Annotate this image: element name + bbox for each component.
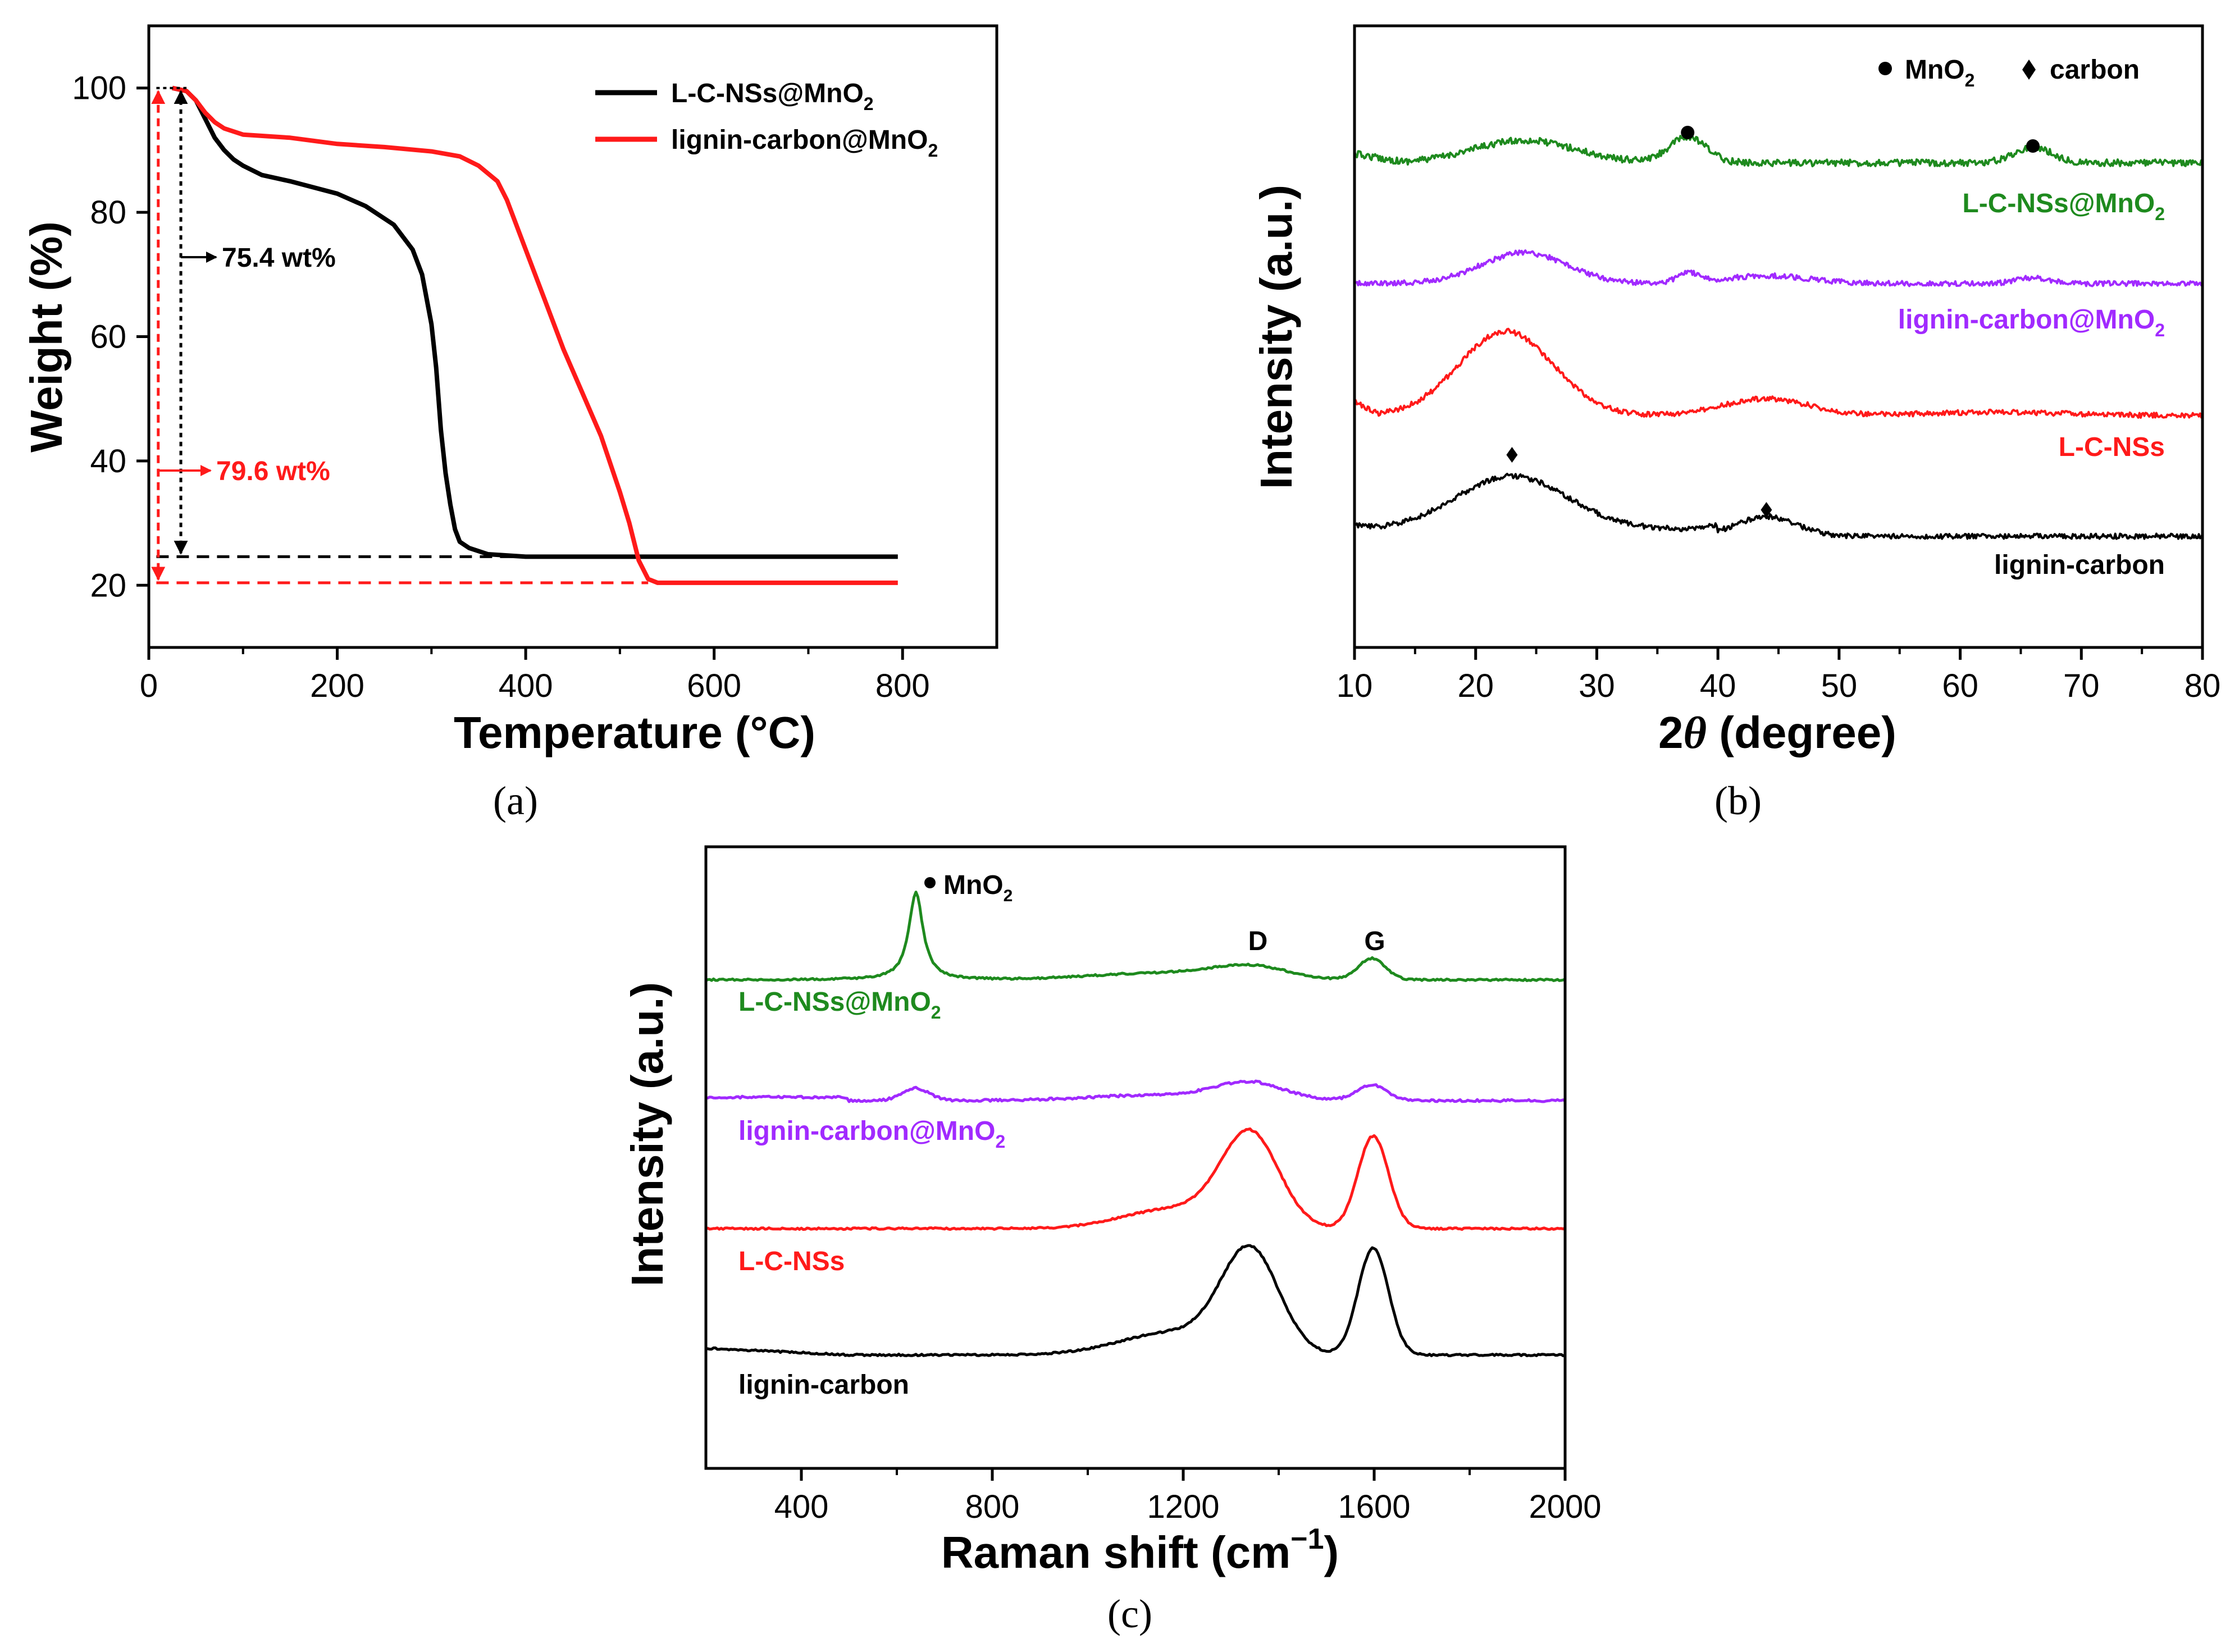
panel-a-annotation-79: 79.6 wt% <box>216 457 330 486</box>
panel-c-xtick-label: 2000 <box>1529 1489 1601 1525</box>
panel-a-xtick-label: 200 <box>310 668 364 704</box>
panel-b-mno2-marker <box>1681 126 1695 139</box>
panel-a-xlabel: Temperature (°C) <box>454 708 815 757</box>
panel-a-ticks: 0 200 400 600 800 20 40 60 80 100 <box>72 70 929 704</box>
panel-c-ticks: 400 800 1200 1600 2000 <box>774 1468 1602 1525</box>
panel-a-xtick-label: 600 <box>687 668 741 704</box>
panel-b-peak-markers <box>1506 126 2040 518</box>
panel-b-xtick-label: 80 <box>2185 668 2221 704</box>
panel-a-legend-label-2: lignin-carbon@MnO2 <box>671 125 938 161</box>
panel-c-series-lcns <box>705 1127 1566 1231</box>
panel-a-xtick-label: 800 <box>875 668 930 704</box>
panel-b-mno2-marker <box>2026 139 2040 153</box>
panel-a-plot-lines <box>172 85 898 585</box>
panel-c-ylabel: Intensity (a.u.) <box>622 982 672 1286</box>
panel-b-ylabel: Intensity (a.u.) <box>1251 185 1301 489</box>
panel-a-ytick-label: 20 <box>90 567 126 604</box>
panel-c-series-lignin-mno2 <box>705 1079 1566 1103</box>
panel-b-ticks: 10 20 30 40 50 60 70 80 <box>1337 647 2221 704</box>
panel-b-legend-mno2-marker <box>1878 62 1892 75</box>
panel-c-series-lcns-mno2 <box>705 891 1566 982</box>
panel-b-label-lcns-mno2: L-C-NSs@MnO2 <box>1962 189 2165 224</box>
panel-a-ytick-label: 100 <box>72 70 126 107</box>
panel-c-plot-lines <box>705 891 1566 1357</box>
panel-b-series-lcns-mno2 <box>1353 135 2204 167</box>
panel-a-series-lignin-mno2 <box>172 85 898 585</box>
panel-b-xtick-label: 50 <box>1821 668 1858 704</box>
panel-c-xtick-label: 400 <box>774 1489 829 1525</box>
panel-c-g-peak-label: G <box>1364 927 1385 956</box>
panel-b-label-lignin-mno2: lignin-carbon@MnO2 <box>1898 305 2165 340</box>
panel-c-raman-chart: 400 800 1200 1600 2000 Raman shift (cm−1) In… <box>622 845 1602 1636</box>
panel-b-xtick-label: 60 <box>1942 668 1978 704</box>
panel-a-ytick-label: 80 <box>90 194 126 231</box>
panel-c-xtick-label: 1600 <box>1338 1489 1410 1525</box>
panel-a-annotations <box>151 86 649 585</box>
panel-b-xtick-label: 10 <box>1337 668 1373 704</box>
panel-a-ytick-label: 40 <box>90 443 126 480</box>
panel-c-mno2-peak-label: MnO2 <box>943 870 1013 905</box>
panel-c-label-lcns: L-C-NSs <box>738 1247 845 1276</box>
panel-b-legend-carbon-marker <box>2022 60 2036 80</box>
panel-b-plot-lines <box>1353 135 2204 540</box>
panel-b-series-lignin-mno2 <box>1353 249 2204 287</box>
panel-c-xtick-label: 1200 <box>1147 1489 1219 1525</box>
panel-b-series-lignin <box>1354 473 2204 540</box>
panel-b-label-lcns: L-C-NSs <box>2059 432 2165 462</box>
panel-b-xrd-chart: 10 20 30 40 50 60 70 80 2θ (degree) Intensity (… <box>1251 24 2221 823</box>
panel-c-series-lignin <box>705 1244 1566 1357</box>
panel-b-label-lignin: lignin-carbon <box>1994 550 2165 580</box>
panel-c-xtick-label: 800 <box>965 1489 1020 1525</box>
panel-a-caption: (a) <box>493 778 538 823</box>
panel-b-xlabel: 2θ (degree) <box>1658 708 1896 758</box>
panel-c-xlabel: Raman shift (cm−1) <box>941 1523 1339 1577</box>
panel-b-xtick-label: 40 <box>1700 668 1736 704</box>
panel-b-caption: (b) <box>1714 778 1762 823</box>
panel-a-xtick-label: 0 <box>140 668 158 704</box>
panel-c-label-lignin: lignin-carbon <box>738 1370 909 1400</box>
panel-c-label-lignin-mno2: lignin-carbon@MnO2 <box>738 1116 1005 1152</box>
panel-a-ylabel: Weight (%) <box>21 221 71 453</box>
panel-b-xtick-label: 70 <box>2063 668 2100 704</box>
panel-a-plot-frame <box>147 24 998 649</box>
panel-a-legend-label-1: L-C-NSs@MnO2 <box>671 79 874 114</box>
panel-a-annotation-75: 75.4 wt% <box>222 243 336 273</box>
panel-c-plot-frame <box>704 845 1567 1470</box>
panel-a-tga-chart: 0 200 400 600 800 20 40 60 80 100 Temperature (°C… <box>21 24 998 823</box>
panel-b-carbon-marker <box>1506 447 1518 463</box>
panel-a-series-lcns-mno2 <box>172 85 898 559</box>
panel-c-mno2-peak-marker <box>924 877 936 888</box>
panel-c-caption: (c) <box>1107 1591 1152 1636</box>
panel-b-carbon-marker <box>1761 502 1772 518</box>
panel-b-legend-mno2: MnO2 <box>1905 55 1974 90</box>
panel-b-series-lcns <box>1353 327 2203 419</box>
panel-a-xtick-label: 400 <box>499 668 553 704</box>
panel-c-label-lcns-mno2: L-C-NSs@MnO2 <box>738 987 941 1023</box>
panel-c-d-peak-label: D <box>1248 927 1268 956</box>
panel-b-xtick-label: 20 <box>1457 668 1494 704</box>
panel-b-legend-carbon: carbon <box>2050 55 2140 85</box>
panel-b-xtick-label: 30 <box>1579 668 1615 704</box>
panel-a-ytick-label: 60 <box>90 319 126 355</box>
